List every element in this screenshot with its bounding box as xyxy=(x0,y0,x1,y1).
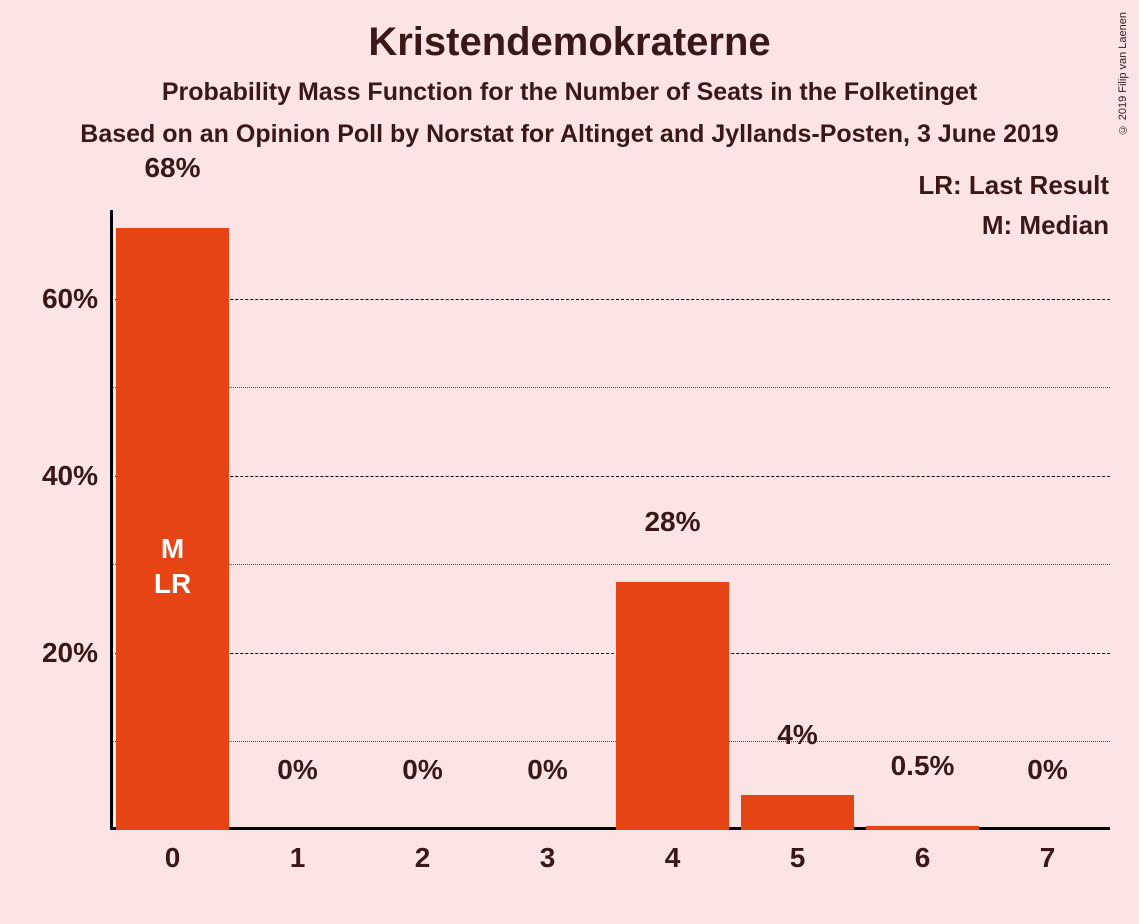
legend-last-result: LR: Last Result xyxy=(918,170,1109,201)
bar xyxy=(116,228,229,830)
bar-marker: MLR xyxy=(154,531,191,601)
bar-marker-line: LR xyxy=(154,566,191,601)
bar xyxy=(616,582,729,830)
grid-minor-line xyxy=(110,387,1110,388)
bar-value-label: 0% xyxy=(527,754,567,792)
copyright-text: © 2019 Filip van Laenen xyxy=(1117,12,1129,135)
grid-minor-line xyxy=(110,564,1110,565)
y-tick-label: 20% xyxy=(42,637,110,669)
bar xyxy=(741,795,854,830)
chart-title: Kristendemokraterne xyxy=(0,20,1139,65)
x-tick-label: 0 xyxy=(165,830,181,874)
y-tick-label: 60% xyxy=(42,283,110,315)
bar-value-label: 4% xyxy=(777,719,817,757)
x-tick-label: 7 xyxy=(1040,830,1056,874)
x-tick-label: 4 xyxy=(665,830,681,874)
chart-subtitle-1: Probability Mass Function for the Number… xyxy=(0,78,1139,107)
x-tick-label: 2 xyxy=(415,830,431,874)
bar xyxy=(866,826,979,830)
plot-area: 20%40%60%0123456768%0%0%0%28%4%0.5%0%MLR xyxy=(110,210,1110,830)
bar-marker-line: M xyxy=(154,531,191,566)
bar-value-label: 0% xyxy=(402,754,442,792)
x-tick-label: 5 xyxy=(790,830,806,874)
grid-minor-line xyxy=(110,741,1110,742)
grid-major-line xyxy=(110,653,1110,654)
bar-value-label: 68% xyxy=(144,152,200,190)
bar-value-label: 0% xyxy=(1027,754,1067,792)
grid-major-line xyxy=(110,476,1110,477)
x-tick-label: 3 xyxy=(540,830,556,874)
x-tick-label: 6 xyxy=(915,830,931,874)
legend-median: M: Median xyxy=(982,210,1109,241)
chart-subtitle-2: Based on an Opinion Poll by Norstat for … xyxy=(0,120,1139,149)
y-tick-label: 40% xyxy=(42,460,110,492)
bar-value-label: 0.5% xyxy=(891,750,955,788)
grid-major-line xyxy=(110,299,1110,300)
bar-value-label: 0% xyxy=(277,754,317,792)
y-axis xyxy=(110,210,113,830)
x-tick-label: 1 xyxy=(290,830,306,874)
chart-container: Kristendemokraterne Probability Mass Fun… xyxy=(0,0,1139,924)
bar-value-label: 28% xyxy=(644,506,700,544)
